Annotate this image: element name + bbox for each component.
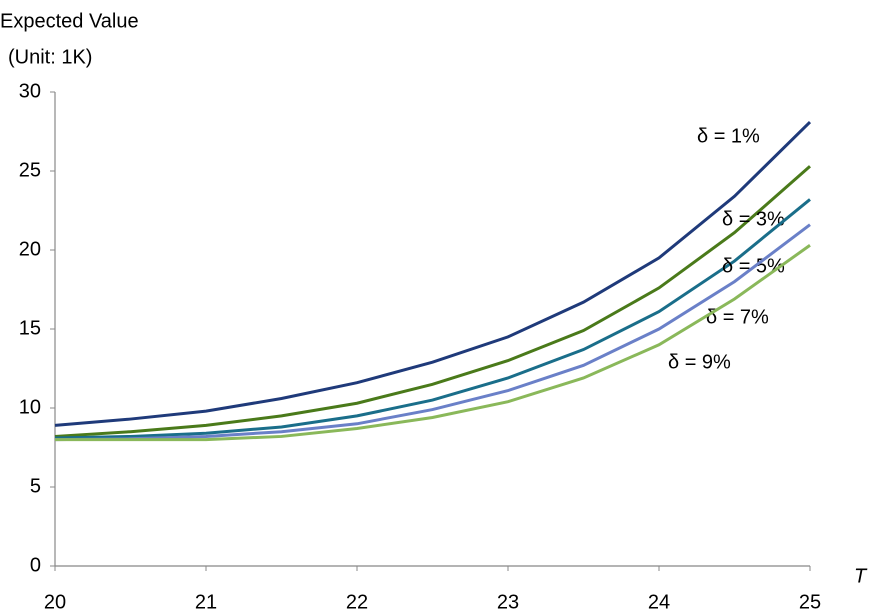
y-tick-label: 20 [19, 238, 41, 260]
x-tick-label: 25 [799, 591, 821, 613]
x-tick-label: 23 [497, 591, 519, 613]
series-label: δ = 3% [722, 208, 785, 230]
series-line [54, 198, 811, 440]
y-tick-label: 0 [30, 554, 41, 576]
series-label: δ = 1% [697, 125, 760, 147]
x-tick-label: 22 [346, 591, 368, 613]
x-tick-label: 24 [648, 591, 670, 613]
series-label: δ = 7% [706, 306, 769, 328]
y-tick-label: 10 [19, 396, 41, 418]
x-tick-label: 21 [195, 591, 217, 613]
series-line [54, 120, 812, 427]
y-tick-label: 15 [19, 317, 41, 339]
x-axis-label: T [854, 565, 868, 587]
series-line [54, 223, 811, 442]
x-tick-label: 20 [44, 591, 66, 613]
y-axis-unit: (Unit: 1K) [8, 46, 92, 68]
y-axis-label: Expected Value [0, 10, 139, 32]
y-tick-label: 5 [30, 475, 41, 497]
series-line [54, 165, 811, 438]
series-line [55, 244, 811, 442]
y-tick-label: 25 [19, 159, 41, 181]
series-label: δ = 9% [668, 351, 731, 373]
y-tick-label: 30 [19, 80, 41, 102]
